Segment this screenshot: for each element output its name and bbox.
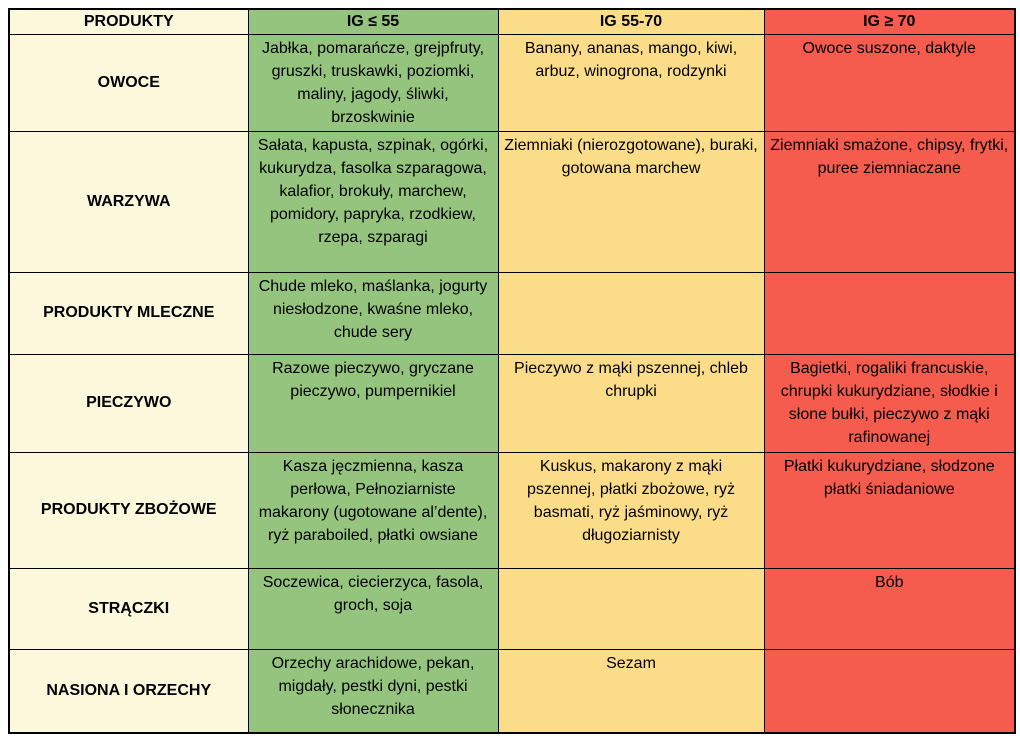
high-gi-cell: Bagietki, rogaliki francuskie, chrupki k… [763,353,1016,453]
high-gi-cell [763,648,1016,734]
category-cell: WARZYWA [8,130,249,273]
medium-gi-cell: Ziemniaki (nierozgotowane), buraki, goto… [497,130,765,273]
medium-gi-cell: Kuskus, makarony z mąki pszennej, płatki… [497,451,765,569]
category-cell: OWOCE [8,33,249,132]
high-gi-cell [763,271,1016,355]
table-row-straczki: STRĄCZKI Soczewica, ciecierzyca, fasola,… [8,567,1016,650]
medium-gi-cell: Sezam [497,648,765,734]
table-row-owoce: OWOCE Jabłka, pomarańcze, grejpfruty, gr… [8,33,1016,132]
col-header-products: PRODUKTY [8,8,249,35]
table-row-nasiona-i-orzechy: NASIONA I ORZECHY Orzechy arachidowe, pe… [8,648,1016,734]
table-row-pieczywo: PIECZYWO Razowe pieczywo, gryczane piecz… [8,353,1016,453]
medium-gi-cell: Pieczywo z mąki pszennej, chleb chrupki [497,353,765,453]
header-row: PRODUKTY IG ≤ 55 IG 55-70 IG ≥ 70 [8,8,1016,35]
medium-gi-cell [497,271,765,355]
low-gi-cell: Kasza jęczmienna, kasza perłowa, Pełnozi… [247,451,499,569]
low-gi-cell: Soczewica, ciecierzyca, fasola, groch, s… [247,567,499,650]
low-gi-cell: Chude mleko, maślanka, jogurty niesłodzo… [247,271,499,355]
glycemic-index-table: PRODUKTY IG ≤ 55 IG 55-70 IG ≥ 70 OWOCE … [8,8,1016,734]
table-row-warzywa: WARZYWA Sałata, kapusta, szpinak, ogórki… [8,130,1016,273]
category-cell: PRODUKTY ZBOŻOWE [8,451,249,569]
col-header-low-gi: IG ≤ 55 [247,8,499,35]
category-cell: STRĄCZKI [8,567,249,650]
high-gi-cell: Płatki kukurydziane, słodzone płatki śni… [763,451,1016,569]
col-header-medium-gi: IG 55-70 [497,8,765,35]
category-cell: NASIONA I ORZECHY [8,648,249,734]
low-gi-cell: Sałata, kapusta, szpinak, ogórki, kukury… [247,130,499,273]
high-gi-cell: Ziemniaki smażone, chipsy, frytki, puree… [763,130,1016,273]
category-cell: PRODUKTY MLECZNE [8,271,249,355]
category-cell: PIECZYWO [8,353,249,453]
low-gi-cell: Jabłka, pomarańcze, grejpfruty, gruszki,… [247,33,499,132]
medium-gi-cell: Banany, ananas, mango, kiwi, arbuz, wino… [497,33,765,132]
high-gi-cell: Owoce suszone, daktyle [763,33,1016,132]
low-gi-cell: Razowe pieczywo, gryczane pieczywo, pump… [247,353,499,453]
low-gi-cell: Orzechy arachidowe, pekan, migdały, pest… [247,648,499,734]
table-row-produkty-mleczne: PRODUKTY MLECZNE Chude mleko, maślanka, … [8,271,1016,355]
medium-gi-cell [497,567,765,650]
table-row-produkty-zbozowe: PRODUKTY ZBOŻOWE Kasza jęczmienna, kasza… [8,451,1016,569]
col-header-high-gi: IG ≥ 70 [763,8,1016,35]
high-gi-cell: Bób [763,567,1016,650]
